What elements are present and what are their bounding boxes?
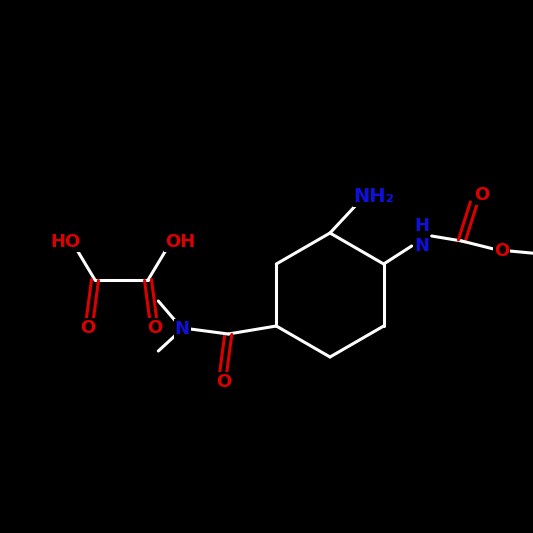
Text: HO: HO [50,233,80,251]
Text: OH: OH [165,233,195,251]
Text: N: N [175,320,190,338]
Text: O: O [474,186,489,204]
Text: H
N: H N [414,216,429,255]
Text: O: O [148,319,163,337]
Text: O: O [216,373,231,391]
Text: O: O [494,242,510,260]
Text: NH₂: NH₂ [353,188,394,206]
Text: O: O [80,319,95,337]
